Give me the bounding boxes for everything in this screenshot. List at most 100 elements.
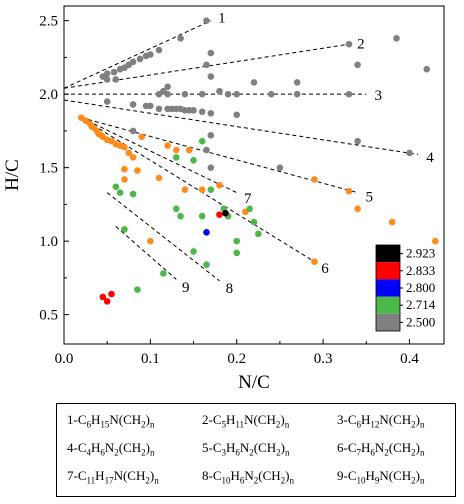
data-point-gray [345,90,353,98]
data-point-gray [406,149,413,157]
data-point-red [216,211,223,218]
data-point-gray [250,79,258,86]
legend-item-text: ) [280,440,286,455]
plot-frame [63,5,445,345]
legend-item-text: H [226,440,236,455]
data-point-gray [207,109,215,117]
data-point-gray [103,76,111,83]
legend-item-subscript: 6 [370,447,375,458]
legend-item-subscript: n [420,475,425,486]
legend-item-text: H [91,440,101,455]
data-point-gray [112,76,120,83]
legend-item-text: H [95,468,105,483]
trend-line-9 [115,226,177,280]
legend-item-subscript: 6 [239,475,245,486]
legend-item-text: ) [145,412,151,427]
data-point-black [222,209,229,217]
data-point-gray [203,61,210,69]
colorbar-label: 2.800 [406,280,435,295]
data-point-gray [207,164,215,171]
legend-item-subscript: 15 [100,419,110,430]
x-tick-label: 0.1 [141,351,160,367]
legend-item-prefix: 2-C [202,412,222,427]
data-point-green [246,205,253,213]
legend-item-prefix: 6-C [337,440,357,455]
legend-item-text: ) [415,468,421,483]
data-point-orange [138,133,146,141]
legend-item: 8-C10H6N2(CH2)n [202,468,294,486]
legend-item: 2-C5H11N(CH2)n [202,412,289,430]
legend-item-prefix: 7-C [67,468,87,483]
legend-item: 4-C4H6N2(CH2)n [67,440,155,458]
legend-item-subscript: n [285,447,290,458]
data-point-gray [177,35,184,42]
trend-line-label-5: 5 [366,189,374,205]
trend-line-label-7: 7 [244,191,252,207]
data-point-green [203,261,210,268]
trend-line-6 [81,117,315,263]
data-point-orange [134,167,141,174]
data-point-green [129,190,137,198]
legend-item-text: (CH [388,440,412,455]
data-point-gray [198,108,206,116]
data-point-red [108,290,115,298]
legend-item-subscript: n [420,419,425,430]
legend-item-subscript: 11 [86,475,96,486]
data-point-orange [345,187,353,195]
legend-item-subscript: 2 [411,419,416,430]
data-point-green [172,205,180,213]
data-point-blue [203,229,210,236]
data-point-green [198,212,206,220]
data-point-gray [207,132,215,139]
data-point-gray [233,111,241,119]
data-point-green [233,237,241,245]
colorbar-label: 2.500 [406,314,435,329]
colorbar-label: 2.833 [406,263,435,278]
trend-line-label-3: 3 [375,88,383,104]
legend-item-subscript: 10 [221,475,231,486]
data-point-orange [164,142,171,149]
data-point-green [172,154,180,161]
legend-item-text: N(CH [379,412,412,427]
legend-item-text: H [226,412,236,427]
legend-item-prefix: 1-C [67,412,87,427]
data-point-orange [147,237,154,245]
legend-item-text: H [361,412,371,427]
legend-item-subscript: n [284,419,290,430]
legend-item-subscript: 2 [411,475,416,486]
data-point-gray [354,137,361,145]
x-tick-label: 0.2 [227,351,246,367]
data-point-green [134,286,141,293]
data-point-orange [121,176,128,183]
data-point-orange [432,237,439,245]
y-tick-label: 2.5 [39,14,58,30]
legend-item: 6-C7H6N2(CH2)n [337,440,425,458]
x-tick-label: 0.3 [314,351,333,367]
data-point-red [99,293,107,301]
data-point-green [198,137,206,145]
trend-line-label-9: 9 [182,280,190,296]
colorbar-swatch [376,313,400,331]
data-point-green [190,248,197,255]
data-point-orange [121,143,128,151]
colorbar-swatch [376,279,400,297]
colorbar-label: 2.714 [406,297,436,312]
legend-item-subscript: 7 [356,447,362,458]
legend-item: 3-C6H12N(CH2)n [337,412,425,430]
legend-item-subscript: n [150,419,155,430]
data-point-orange [216,181,223,189]
data-point-gray [354,61,361,69]
data-point-orange [172,146,180,154]
legend-item-subscript: 2 [141,447,146,458]
data-point-green [250,218,258,226]
legend-item-text: ) [280,412,285,427]
legend-item-text: (CH [118,440,142,455]
legend-item-subscript: n [154,475,159,486]
data-point-red [103,298,111,305]
legend-item-text: ) [285,468,290,483]
data-point-orange [354,205,361,213]
legend-item-subscript: n [420,447,425,458]
trend-line-label-4: 4 [426,150,434,166]
legend-item-subscript: 2 [145,475,150,486]
